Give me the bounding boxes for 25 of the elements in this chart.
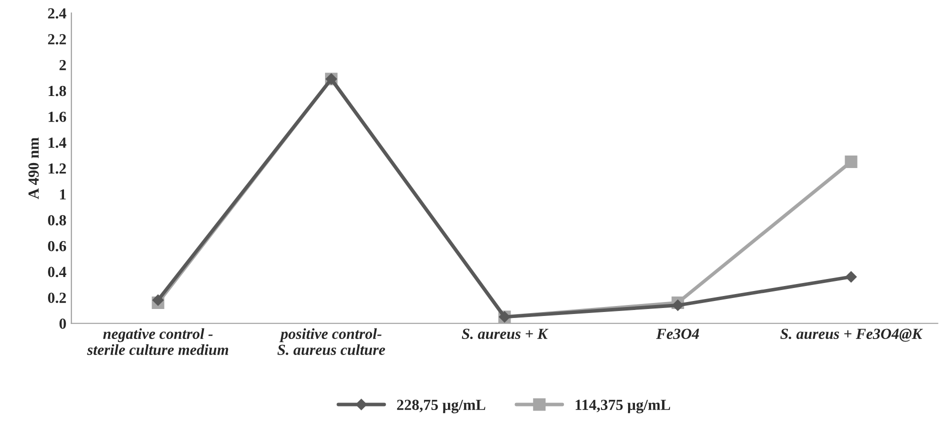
y-tick-label: 1.2 xyxy=(48,163,66,174)
y-tick-label: 0 xyxy=(59,318,66,329)
y-tick-label: 2 xyxy=(60,60,66,70)
y-tick-label: 0.2 xyxy=(48,292,66,304)
y-axis-title: A 490 nm xyxy=(28,138,39,200)
x-tick-label: S. aureus + K xyxy=(462,328,548,340)
legend-label: 228,75 µg/mL xyxy=(397,400,486,414)
y-tick-label: 2.4 xyxy=(48,8,66,19)
point xyxy=(845,270,857,283)
point xyxy=(844,156,858,168)
y-tick-label: 1.8 xyxy=(48,86,66,96)
point xyxy=(672,299,684,312)
y-tick-label: 0.4 xyxy=(48,266,66,278)
y-tick-label: 2.2 xyxy=(48,34,66,44)
y-tick-label: 1 xyxy=(60,189,66,200)
x-tick-label: S. aureus + Fe3O4@K xyxy=(780,328,923,342)
x-tick-label: Fe3O4 xyxy=(656,328,699,339)
point xyxy=(152,294,164,306)
y-tick-label: 1.4 xyxy=(48,138,66,148)
x-tick-label: negative control - sterile culture medium xyxy=(87,328,228,355)
y-tick-label: 1.6 xyxy=(48,112,66,122)
y-tick-label: 0.6 xyxy=(48,240,66,252)
x-tick-label: positive control- S. aureus culture xyxy=(277,328,386,356)
y-tick-label: 0.8 xyxy=(48,215,66,226)
legend-label: 114,375 µg/mL xyxy=(576,400,670,414)
